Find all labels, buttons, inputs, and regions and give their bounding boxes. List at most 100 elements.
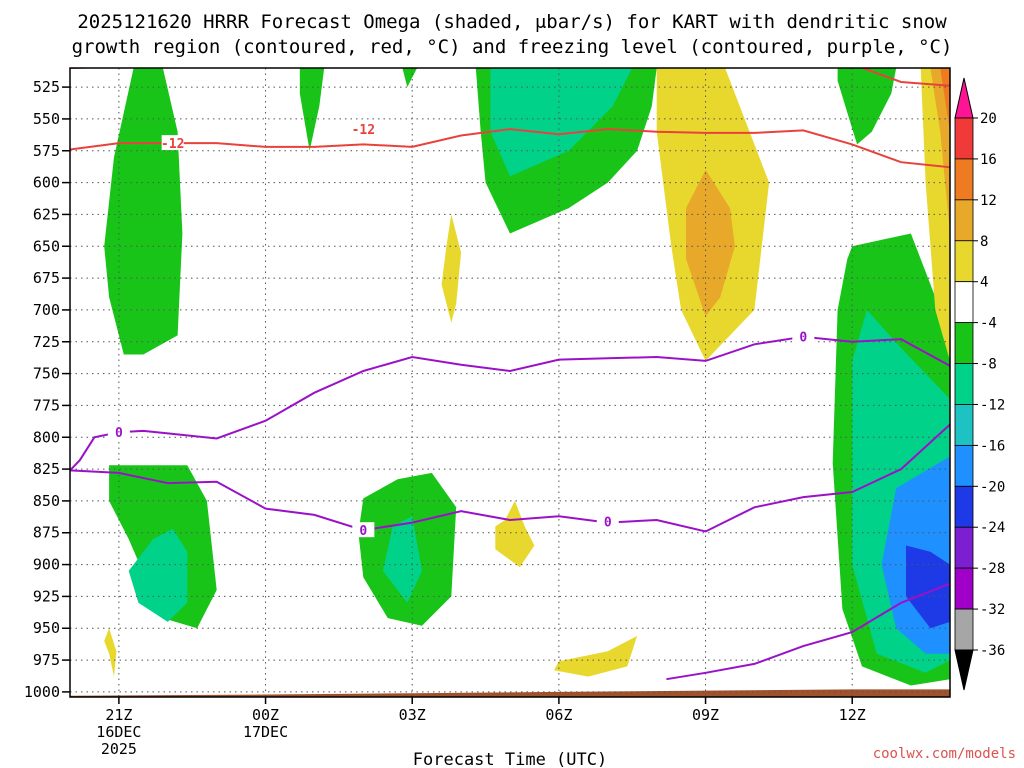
omega-region-9 — [382, 516, 422, 603]
freezing-label-3-bg — [596, 513, 619, 529]
y-tick-label-650: 650 — [33, 237, 60, 255]
y-tick-label-825: 825 — [33, 460, 60, 478]
y-tick-label-850: 850 — [33, 492, 60, 510]
colorbar-swatch-5 — [954, 322, 974, 364]
x-tick-label-6: 03Z — [399, 706, 426, 724]
y-tick-label-525: 525 — [33, 78, 60, 96]
chart-title-line-2: growth region (contoured, red, °C) and f… — [72, 36, 953, 58]
colorbar-label-12: -32 — [980, 602, 1005, 618]
contours: -12 -12 0 0 0 0 — [70, 68, 950, 681]
colorbar-label-11: -28 — [980, 561, 1005, 577]
colorbar-label-6: -8 — [980, 357, 997, 373]
omega-region-8 — [128, 528, 188, 622]
y-tick-label-575: 575 — [33, 142, 60, 160]
plot-area: -12 -12 0 0 0 0 — [70, 68, 950, 697]
omega-region-15 — [686, 169, 735, 317]
colorbar-swatch-0 — [954, 117, 974, 160]
colorbar-swatch-1 — [954, 158, 974, 201]
y-tick-label-775: 775 — [33, 396, 60, 414]
colorbar-label-9: -20 — [980, 479, 1005, 495]
x-tick-date-3: 17DEC — [243, 723, 288, 741]
freezing-label-2: 0 — [359, 524, 367, 539]
x-tick-label-15: 12Z — [839, 706, 866, 724]
colorbar-swatch-11 — [954, 567, 974, 610]
omega-region-16 — [441, 214, 462, 323]
colorbar-label-5: -4 — [980, 316, 997, 332]
dgz-label-1-bg — [161, 135, 184, 151]
dgz-label-1: -12 — [161, 137, 184, 152]
y-tick-label-950: 950 — [33, 619, 60, 637]
dgz-isotherm-1 — [70, 128, 950, 169]
colorbar-bottom-arrow — [954, 649, 974, 691]
omega-region-13 — [906, 545, 950, 629]
freezing-level-2 — [666, 582, 950, 681]
freezing-label-4: 0 — [799, 331, 807, 346]
y-tick-label-875: 875 — [33, 524, 60, 542]
y-tick-label-925: 925 — [33, 587, 60, 605]
grid-lines — [70, 68, 950, 697]
dgz-label-2: -12 — [352, 123, 375, 138]
colorbar-label-1: 16 — [980, 152, 997, 168]
colorbar-label-10: -24 — [980, 520, 1005, 536]
colorbar-swatch-3 — [954, 240, 974, 283]
omega-region-10 — [490, 68, 633, 177]
y-tick-label-675: 675 — [33, 269, 60, 287]
colorbar-swatch-9 — [954, 485, 974, 528]
colorbar-label-13: -36 — [980, 643, 1005, 659]
y-tick-label-550: 550 — [33, 110, 60, 128]
colorbar: 20 16 12 8 4 -4 -8 -12 -16 -20 -24 -28 -32 -36 — [954, 77, 1005, 691]
x-tick-label-0: 21Z — [105, 706, 132, 724]
terrain-fill — [70, 689, 950, 697]
dgz-label-2-bg — [352, 121, 375, 137]
freezing-label-3: 0 — [604, 515, 612, 530]
colorbar-swatch-8 — [954, 444, 974, 487]
freezing-label-1-bg — [107, 424, 130, 440]
colorbar-swatch-10 — [954, 526, 974, 569]
colorbar-swatch-6 — [954, 363, 974, 405]
colorbar-swatch-12 — [954, 608, 974, 651]
terrain — [70, 689, 950, 697]
y-axis: 525 550 575 600 625 650 675 700 725 750 775 800 825 8… — [24, 78, 70, 701]
x-axis-label: Forecast Time (UTC) — [413, 750, 607, 768]
y-tick-label-700: 700 — [33, 301, 60, 319]
x-tick-label-3: 00Z — [252, 706, 279, 724]
omega-region-1 — [299, 68, 325, 151]
colorbar-label-2: 12 — [980, 193, 997, 209]
colorbar-label-4: 4 — [980, 275, 988, 291]
freezing-level-0 — [70, 335, 950, 472]
y-tick-label-600: 600 — [33, 174, 60, 192]
freezing-level-1 — [70, 423, 950, 533]
colorbar-label-3: 8 — [980, 234, 988, 250]
omega-region-19 — [104, 628, 117, 677]
y-tick-label-800: 800 — [33, 428, 60, 446]
omega-region-22 — [940, 68, 950, 132]
colorbar-swatch-7 — [954, 404, 974, 446]
x-tick-label-9: 06Z — [545, 706, 572, 724]
omega-region-2 — [402, 68, 418, 88]
freezing-label-1: 0 — [115, 426, 123, 441]
colorbar-label-0: 20 — [980, 111, 997, 127]
credit-link[interactable]: coolwx.com/models — [873, 746, 1016, 762]
x-tick-date-0: 16DEC — [96, 723, 141, 741]
y-tick-label-750: 750 — [33, 365, 60, 383]
omega-region-18 — [554, 635, 638, 677]
colorbar-label-8: -16 — [980, 438, 1005, 454]
y-tick-label-1000: 1000 — [24, 683, 60, 701]
x-tick-label-12: 09Z — [692, 706, 719, 724]
colorbar-swatch-2 — [954, 199, 974, 242]
chart-title-line-1: 2025121620 HRRR Forecast Omega (shaded, … — [77, 11, 947, 33]
y-tick-label-975: 975 — [33, 651, 60, 669]
plot-frame — [69, 67, 951, 698]
colorbar-label-7: -12 — [980, 397, 1005, 413]
freezing-label-2-bg — [352, 522, 375, 538]
x-tick-year-0: 2025 — [101, 740, 137, 758]
y-tick-label-725: 725 — [33, 333, 60, 351]
colorbar-swatch-4 — [954, 281, 974, 324]
omega-region-17 — [495, 500, 535, 568]
y-tick-label-900: 900 — [33, 556, 60, 574]
y-tick-label-625: 625 — [33, 205, 60, 223]
colorbar-top-arrow — [954, 77, 974, 119]
freezing-label-4-bg — [792, 328, 815, 344]
